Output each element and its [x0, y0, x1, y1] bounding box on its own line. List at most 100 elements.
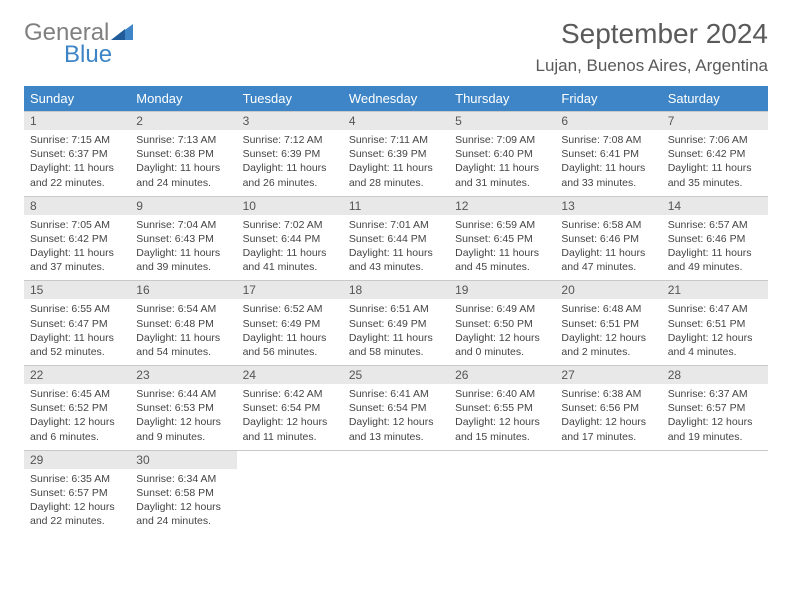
day-number: 20: [555, 281, 661, 299]
title-block: September 2024 Lujan, Buenos Aires, Arge…: [536, 18, 769, 76]
day-number: 22: [24, 366, 130, 384]
calendar-cell: [237, 450, 343, 534]
calendar-cell: 18Sunrise: 6:51 AMSunset: 6:49 PMDayligh…: [343, 281, 449, 366]
calendar-cell: 4Sunrise: 7:11 AMSunset: 6:39 PMDaylight…: [343, 112, 449, 197]
day-details: Sunrise: 7:05 AMSunset: 6:42 PMDaylight:…: [24, 215, 130, 281]
day-number: 12: [449, 197, 555, 215]
calendar-cell: 11Sunrise: 7:01 AMSunset: 6:44 PMDayligh…: [343, 196, 449, 281]
calendar-cell: [555, 450, 661, 534]
calendar-cell: 7Sunrise: 7:06 AMSunset: 6:42 PMDaylight…: [662, 112, 768, 197]
calendar-cell: 27Sunrise: 6:38 AMSunset: 6:56 PMDayligh…: [555, 366, 661, 451]
month-title: September 2024: [536, 18, 769, 50]
calendar-cell: 14Sunrise: 6:57 AMSunset: 6:46 PMDayligh…: [662, 196, 768, 281]
calendar-table: SundayMondayTuesdayWednesdayThursdayFrid…: [24, 86, 768, 534]
day-details: Sunrise: 6:41 AMSunset: 6:54 PMDaylight:…: [343, 384, 449, 450]
day-number: 19: [449, 281, 555, 299]
day-details: Sunrise: 6:35 AMSunset: 6:57 PMDaylight:…: [24, 469, 130, 535]
day-details: Sunrise: 6:38 AMSunset: 6:56 PMDaylight:…: [555, 384, 661, 450]
day-number: 1: [24, 112, 130, 130]
day-number: 16: [130, 281, 236, 299]
calendar-week-row: 8Sunrise: 7:05 AMSunset: 6:42 PMDaylight…: [24, 196, 768, 281]
day-number: 26: [449, 366, 555, 384]
logo-triangle-icon: [111, 21, 133, 45]
calendar-cell: 21Sunrise: 6:47 AMSunset: 6:51 PMDayligh…: [662, 281, 768, 366]
day-number: 11: [343, 197, 449, 215]
calendar-body: 1Sunrise: 7:15 AMSunset: 6:37 PMDaylight…: [24, 112, 768, 535]
calendar-cell: 12Sunrise: 6:59 AMSunset: 6:45 PMDayligh…: [449, 196, 555, 281]
day-number: 17: [237, 281, 343, 299]
calendar-cell: 15Sunrise: 6:55 AMSunset: 6:47 PMDayligh…: [24, 281, 130, 366]
column-header: Thursday: [449, 86, 555, 112]
day-details: Sunrise: 6:45 AMSunset: 6:52 PMDaylight:…: [24, 384, 130, 450]
day-number: 9: [130, 197, 236, 215]
column-header: Sunday: [24, 86, 130, 112]
calendar-cell: 6Sunrise: 7:08 AMSunset: 6:41 PMDaylight…: [555, 112, 661, 197]
day-number: 10: [237, 197, 343, 215]
calendar-cell: 16Sunrise: 6:54 AMSunset: 6:48 PMDayligh…: [130, 281, 236, 366]
day-details: Sunrise: 6:55 AMSunset: 6:47 PMDaylight:…: [24, 299, 130, 365]
calendar-cell: 30Sunrise: 6:34 AMSunset: 6:58 PMDayligh…: [130, 450, 236, 534]
calendar-week-row: 1Sunrise: 7:15 AMSunset: 6:37 PMDaylight…: [24, 112, 768, 197]
day-details: Sunrise: 6:44 AMSunset: 6:53 PMDaylight:…: [130, 384, 236, 450]
calendar-cell: [343, 450, 449, 534]
calendar-head: SundayMondayTuesdayWednesdayThursdayFrid…: [24, 86, 768, 112]
day-details: Sunrise: 6:42 AMSunset: 6:54 PMDaylight:…: [237, 384, 343, 450]
calendar-cell: 9Sunrise: 7:04 AMSunset: 6:43 PMDaylight…: [130, 196, 236, 281]
day-number: 5: [449, 112, 555, 130]
day-number: 24: [237, 366, 343, 384]
calendar-cell: 29Sunrise: 6:35 AMSunset: 6:57 PMDayligh…: [24, 450, 130, 534]
calendar-cell: 8Sunrise: 7:05 AMSunset: 6:42 PMDaylight…: [24, 196, 130, 281]
day-details: Sunrise: 6:34 AMSunset: 6:58 PMDaylight:…: [130, 469, 236, 535]
day-details: Sunrise: 6:40 AMSunset: 6:55 PMDaylight:…: [449, 384, 555, 450]
day-details: Sunrise: 7:15 AMSunset: 6:37 PMDaylight:…: [24, 130, 130, 196]
calendar-cell: 25Sunrise: 6:41 AMSunset: 6:54 PMDayligh…: [343, 366, 449, 451]
day-details: Sunrise: 7:08 AMSunset: 6:41 PMDaylight:…: [555, 130, 661, 196]
day-number: 27: [555, 366, 661, 384]
day-details: Sunrise: 6:48 AMSunset: 6:51 PMDaylight:…: [555, 299, 661, 365]
day-details: Sunrise: 7:04 AMSunset: 6:43 PMDaylight:…: [130, 215, 236, 281]
day-details: Sunrise: 7:09 AMSunset: 6:40 PMDaylight:…: [449, 130, 555, 196]
calendar-cell: 2Sunrise: 7:13 AMSunset: 6:38 PMDaylight…: [130, 112, 236, 197]
day-details: Sunrise: 6:47 AMSunset: 6:51 PMDaylight:…: [662, 299, 768, 365]
day-details: Sunrise: 7:06 AMSunset: 6:42 PMDaylight:…: [662, 130, 768, 196]
day-number: 30: [130, 451, 236, 469]
calendar-cell: 10Sunrise: 7:02 AMSunset: 6:44 PMDayligh…: [237, 196, 343, 281]
location-label: Lujan, Buenos Aires, Argentina: [536, 56, 769, 76]
calendar-cell: 5Sunrise: 7:09 AMSunset: 6:40 PMDaylight…: [449, 112, 555, 197]
calendar-cell: 22Sunrise: 6:45 AMSunset: 6:52 PMDayligh…: [24, 366, 130, 451]
day-number: 7: [662, 112, 768, 130]
column-header: Monday: [130, 86, 236, 112]
day-details: Sunrise: 7:02 AMSunset: 6:44 PMDaylight:…: [237, 215, 343, 281]
day-details: Sunrise: 6:54 AMSunset: 6:48 PMDaylight:…: [130, 299, 236, 365]
calendar-cell: 20Sunrise: 6:48 AMSunset: 6:51 PMDayligh…: [555, 281, 661, 366]
column-header: Friday: [555, 86, 661, 112]
page-header: General Blue September 2024 Lujan, Bueno…: [24, 18, 768, 76]
calendar-cell: 23Sunrise: 6:44 AMSunset: 6:53 PMDayligh…: [130, 366, 236, 451]
day-number: 25: [343, 366, 449, 384]
calendar-cell: 3Sunrise: 7:12 AMSunset: 6:39 PMDaylight…: [237, 112, 343, 197]
day-number: 8: [24, 197, 130, 215]
day-details: Sunrise: 7:11 AMSunset: 6:39 PMDaylight:…: [343, 130, 449, 196]
day-details: Sunrise: 7:01 AMSunset: 6:44 PMDaylight:…: [343, 215, 449, 281]
calendar-cell: [449, 450, 555, 534]
calendar-cell: 24Sunrise: 6:42 AMSunset: 6:54 PMDayligh…: [237, 366, 343, 451]
day-details: Sunrise: 7:12 AMSunset: 6:39 PMDaylight:…: [237, 130, 343, 196]
logo-text: General Blue: [24, 18, 133, 67]
day-details: Sunrise: 6:49 AMSunset: 6:50 PMDaylight:…: [449, 299, 555, 365]
day-number: 15: [24, 281, 130, 299]
day-number: 13: [555, 197, 661, 215]
day-details: Sunrise: 7:13 AMSunset: 6:38 PMDaylight:…: [130, 130, 236, 196]
day-number: 2: [130, 112, 236, 130]
day-details: Sunrise: 6:37 AMSunset: 6:57 PMDaylight:…: [662, 384, 768, 450]
calendar-cell: 17Sunrise: 6:52 AMSunset: 6:49 PMDayligh…: [237, 281, 343, 366]
calendar-week-row: 29Sunrise: 6:35 AMSunset: 6:57 PMDayligh…: [24, 450, 768, 534]
day-number: 14: [662, 197, 768, 215]
day-number: 21: [662, 281, 768, 299]
calendar-week-row: 22Sunrise: 6:45 AMSunset: 6:52 PMDayligh…: [24, 366, 768, 451]
day-number: 6: [555, 112, 661, 130]
calendar-cell: 28Sunrise: 6:37 AMSunset: 6:57 PMDayligh…: [662, 366, 768, 451]
day-details: Sunrise: 6:59 AMSunset: 6:45 PMDaylight:…: [449, 215, 555, 281]
calendar-cell: 13Sunrise: 6:58 AMSunset: 6:46 PMDayligh…: [555, 196, 661, 281]
day-details: Sunrise: 6:57 AMSunset: 6:46 PMDaylight:…: [662, 215, 768, 281]
day-number: 3: [237, 112, 343, 130]
